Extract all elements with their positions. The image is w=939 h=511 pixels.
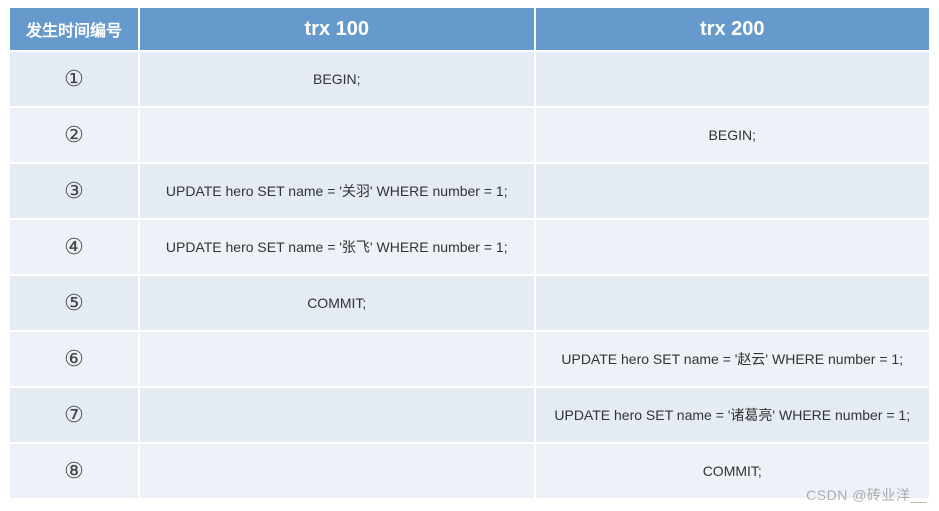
- table-row: ⑧ COMMIT;: [10, 444, 929, 498]
- step-cell: ⑦: [10, 388, 138, 442]
- trx100-cell: [140, 388, 534, 442]
- trx100-cell: UPDATE hero SET name = '关羽' WHERE number…: [140, 164, 534, 218]
- transaction-table-container: 发生时间编号 trx 100 trx 200 ① BEGIN; ② BEGIN;…: [0, 0, 939, 500]
- table-row: ② BEGIN;: [10, 108, 929, 162]
- trx200-cell: [536, 52, 930, 106]
- step-cell: ⑤: [10, 276, 138, 330]
- transaction-table: 发生时间编号 trx 100 trx 200 ① BEGIN; ② BEGIN;…: [8, 6, 931, 500]
- col-header-step: 发生时间编号: [10, 8, 138, 50]
- col-header-trx100: trx 100: [140, 8, 534, 50]
- step-cell: ②: [10, 108, 138, 162]
- trx100-cell: BEGIN;: [140, 52, 534, 106]
- step-cell: ③: [10, 164, 138, 218]
- step-cell: ④: [10, 220, 138, 274]
- table-row: ⑤ COMMIT;: [10, 276, 929, 330]
- trx100-cell: COMMIT;: [140, 276, 534, 330]
- table-row: ③ UPDATE hero SET name = '关羽' WHERE numb…: [10, 164, 929, 218]
- trx200-cell: BEGIN;: [536, 108, 930, 162]
- table-row: ⑥ UPDATE hero SET name = '赵云' WHERE numb…: [10, 332, 929, 386]
- trx200-cell: [536, 164, 930, 218]
- col-header-trx200: trx 200: [536, 8, 930, 50]
- trx200-cell: [536, 220, 930, 274]
- trx100-cell: [140, 444, 534, 498]
- table-row: ④ UPDATE hero SET name = '张飞' WHERE numb…: [10, 220, 929, 274]
- trx200-cell: UPDATE hero SET name = '诸葛亮' WHERE numbe…: [536, 388, 930, 442]
- trx100-cell: UPDATE hero SET name = '张飞' WHERE number…: [140, 220, 534, 274]
- trx100-cell: [140, 332, 534, 386]
- step-cell: ①: [10, 52, 138, 106]
- step-cell: ⑥: [10, 332, 138, 386]
- trx200-cell: [536, 276, 930, 330]
- table-row: ① BEGIN;: [10, 52, 929, 106]
- watermark-text: CSDN @砖业洋__: [806, 485, 927, 505]
- table-row: ⑦ UPDATE hero SET name = '诸葛亮' WHERE num…: [10, 388, 929, 442]
- trx200-cell: UPDATE hero SET name = '赵云' WHERE number…: [536, 332, 930, 386]
- trx100-cell: [140, 108, 534, 162]
- table-header-row: 发生时间编号 trx 100 trx 200: [10, 8, 929, 50]
- step-cell: ⑧: [10, 444, 138, 498]
